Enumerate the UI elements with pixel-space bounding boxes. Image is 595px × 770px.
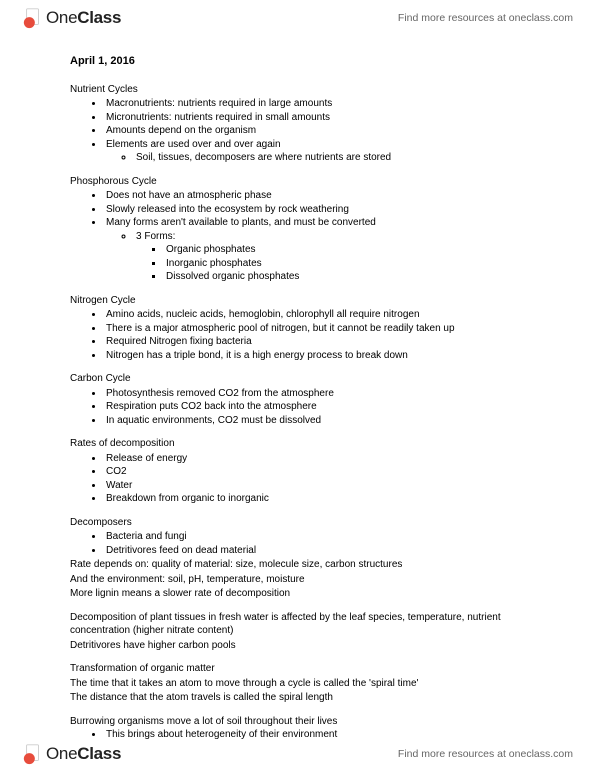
list-nitrogen: Amino acids, nucleic acids, hemoglobin, … — [70, 308, 525, 362]
paragraph: Burrowing organisms move a lot of soil t… — [70, 715, 525, 729]
paragraph: Detritivores have higher carbon pools — [70, 639, 525, 653]
header-tagline[interactable]: Find more resources at oneclass.com — [398, 11, 573, 25]
logo-text: OneClass — [46, 7, 121, 30]
section-title-nitrogen: Nitrogen Cycle — [70, 294, 525, 308]
section-title-transformation: Transformation of organic matter — [70, 662, 525, 676]
logo: OneClass — [22, 7, 121, 30]
list-nutrient-cycles: Macronutrients: nutrients required in la… — [70, 97, 525, 165]
list-decomposition-rates: Release of energy CO2 Water Breakdown fr… — [70, 452, 525, 506]
oneclass-logo-icon — [22, 7, 44, 29]
list-item: Dissolved organic phosphates — [164, 270, 525, 284]
section-title-decomposition-rates: Rates of decomposition — [70, 437, 525, 451]
list-item: Does not have an atmospheric phase — [104, 189, 525, 203]
list-item: Nitrogen has a triple bond, it is a high… — [104, 349, 525, 363]
paragraph: The time that it takes an atom to move t… — [70, 677, 525, 691]
paragraph: Rate depends on: quality of material: si… — [70, 558, 525, 572]
list-carbon: Photosynthesis removed CO2 from the atmo… — [70, 387, 525, 428]
list-item: Breakdown from organic to inorganic — [104, 492, 525, 506]
list-phosphorous: Does not have an atmospheric phase Slowl… — [70, 189, 525, 284]
list-item: Amino acids, nucleic acids, hemoglobin, … — [104, 308, 525, 322]
list-item: Soil, tissues, decomposers are where nut… — [134, 151, 525, 165]
section-title-nutrient-cycles: Nutrient Cycles — [70, 83, 525, 97]
list-item: Detritivores feed on dead material — [104, 544, 525, 558]
list-item: There is a major atmospheric pool of nit… — [104, 322, 525, 336]
list-item: Bacteria and fungi — [104, 530, 525, 544]
paragraph: The distance that the atom travels is ca… — [70, 691, 525, 705]
paragraph: Decomposition of plant tissues in fresh … — [70, 611, 525, 638]
logo: OneClass — [22, 743, 121, 766]
list-item: Slowly released into the ecosystem by ro… — [104, 203, 525, 217]
list-item: CO2 — [104, 465, 525, 479]
header-bar: OneClass Find more resources at oneclass… — [0, 0, 595, 34]
list-item: 3 Forms: Organic phosphates Inorganic ph… — [134, 230, 525, 284]
section-title-carbon: Carbon Cycle — [70, 372, 525, 386]
list-decomposers: Bacteria and fungi Detritivores feed on … — [70, 530, 525, 557]
list-item: Organic phosphates — [164, 243, 525, 257]
document-body: April 1, 2016 Nutrient Cycles Macronutri… — [0, 34, 595, 742]
paragraph: More lignin means a slower rate of decom… — [70, 587, 525, 601]
list-item: Inorganic phosphates — [164, 257, 525, 271]
list-item: Respiration puts CO2 back into the atmos… — [104, 400, 525, 414]
paragraph: And the environment: soil, pH, temperatu… — [70, 573, 525, 587]
list-item: Water — [104, 479, 525, 493]
section-title-phosphorous: Phosphorous Cycle — [70, 175, 525, 189]
document-date: April 1, 2016 — [70, 54, 525, 69]
logo-text: OneClass — [46, 743, 121, 766]
footer-bar: OneClass Find more resources at oneclass… — [0, 736, 595, 770]
footer-tagline[interactable]: Find more resources at oneclass.com — [398, 747, 573, 761]
oneclass-logo-icon — [22, 743, 44, 765]
list-item: Release of energy — [104, 452, 525, 466]
section-title-decomposers: Decomposers — [70, 516, 525, 530]
list-item: Elements are used over and over again So… — [104, 138, 525, 165]
list-item: Macronutrients: nutrients required in la… — [104, 97, 525, 111]
list-item: Photosynthesis removed CO2 from the atmo… — [104, 387, 525, 401]
list-item: Required Nitrogen fixing bacteria — [104, 335, 525, 349]
list-item: Many forms aren't available to plants, a… — [104, 216, 525, 284]
list-item: In aquatic environments, CO2 must be dis… — [104, 414, 525, 428]
list-item: Amounts depend on the organism — [104, 124, 525, 138]
list-item: Micronutrients: nutrients required in sm… — [104, 111, 525, 125]
